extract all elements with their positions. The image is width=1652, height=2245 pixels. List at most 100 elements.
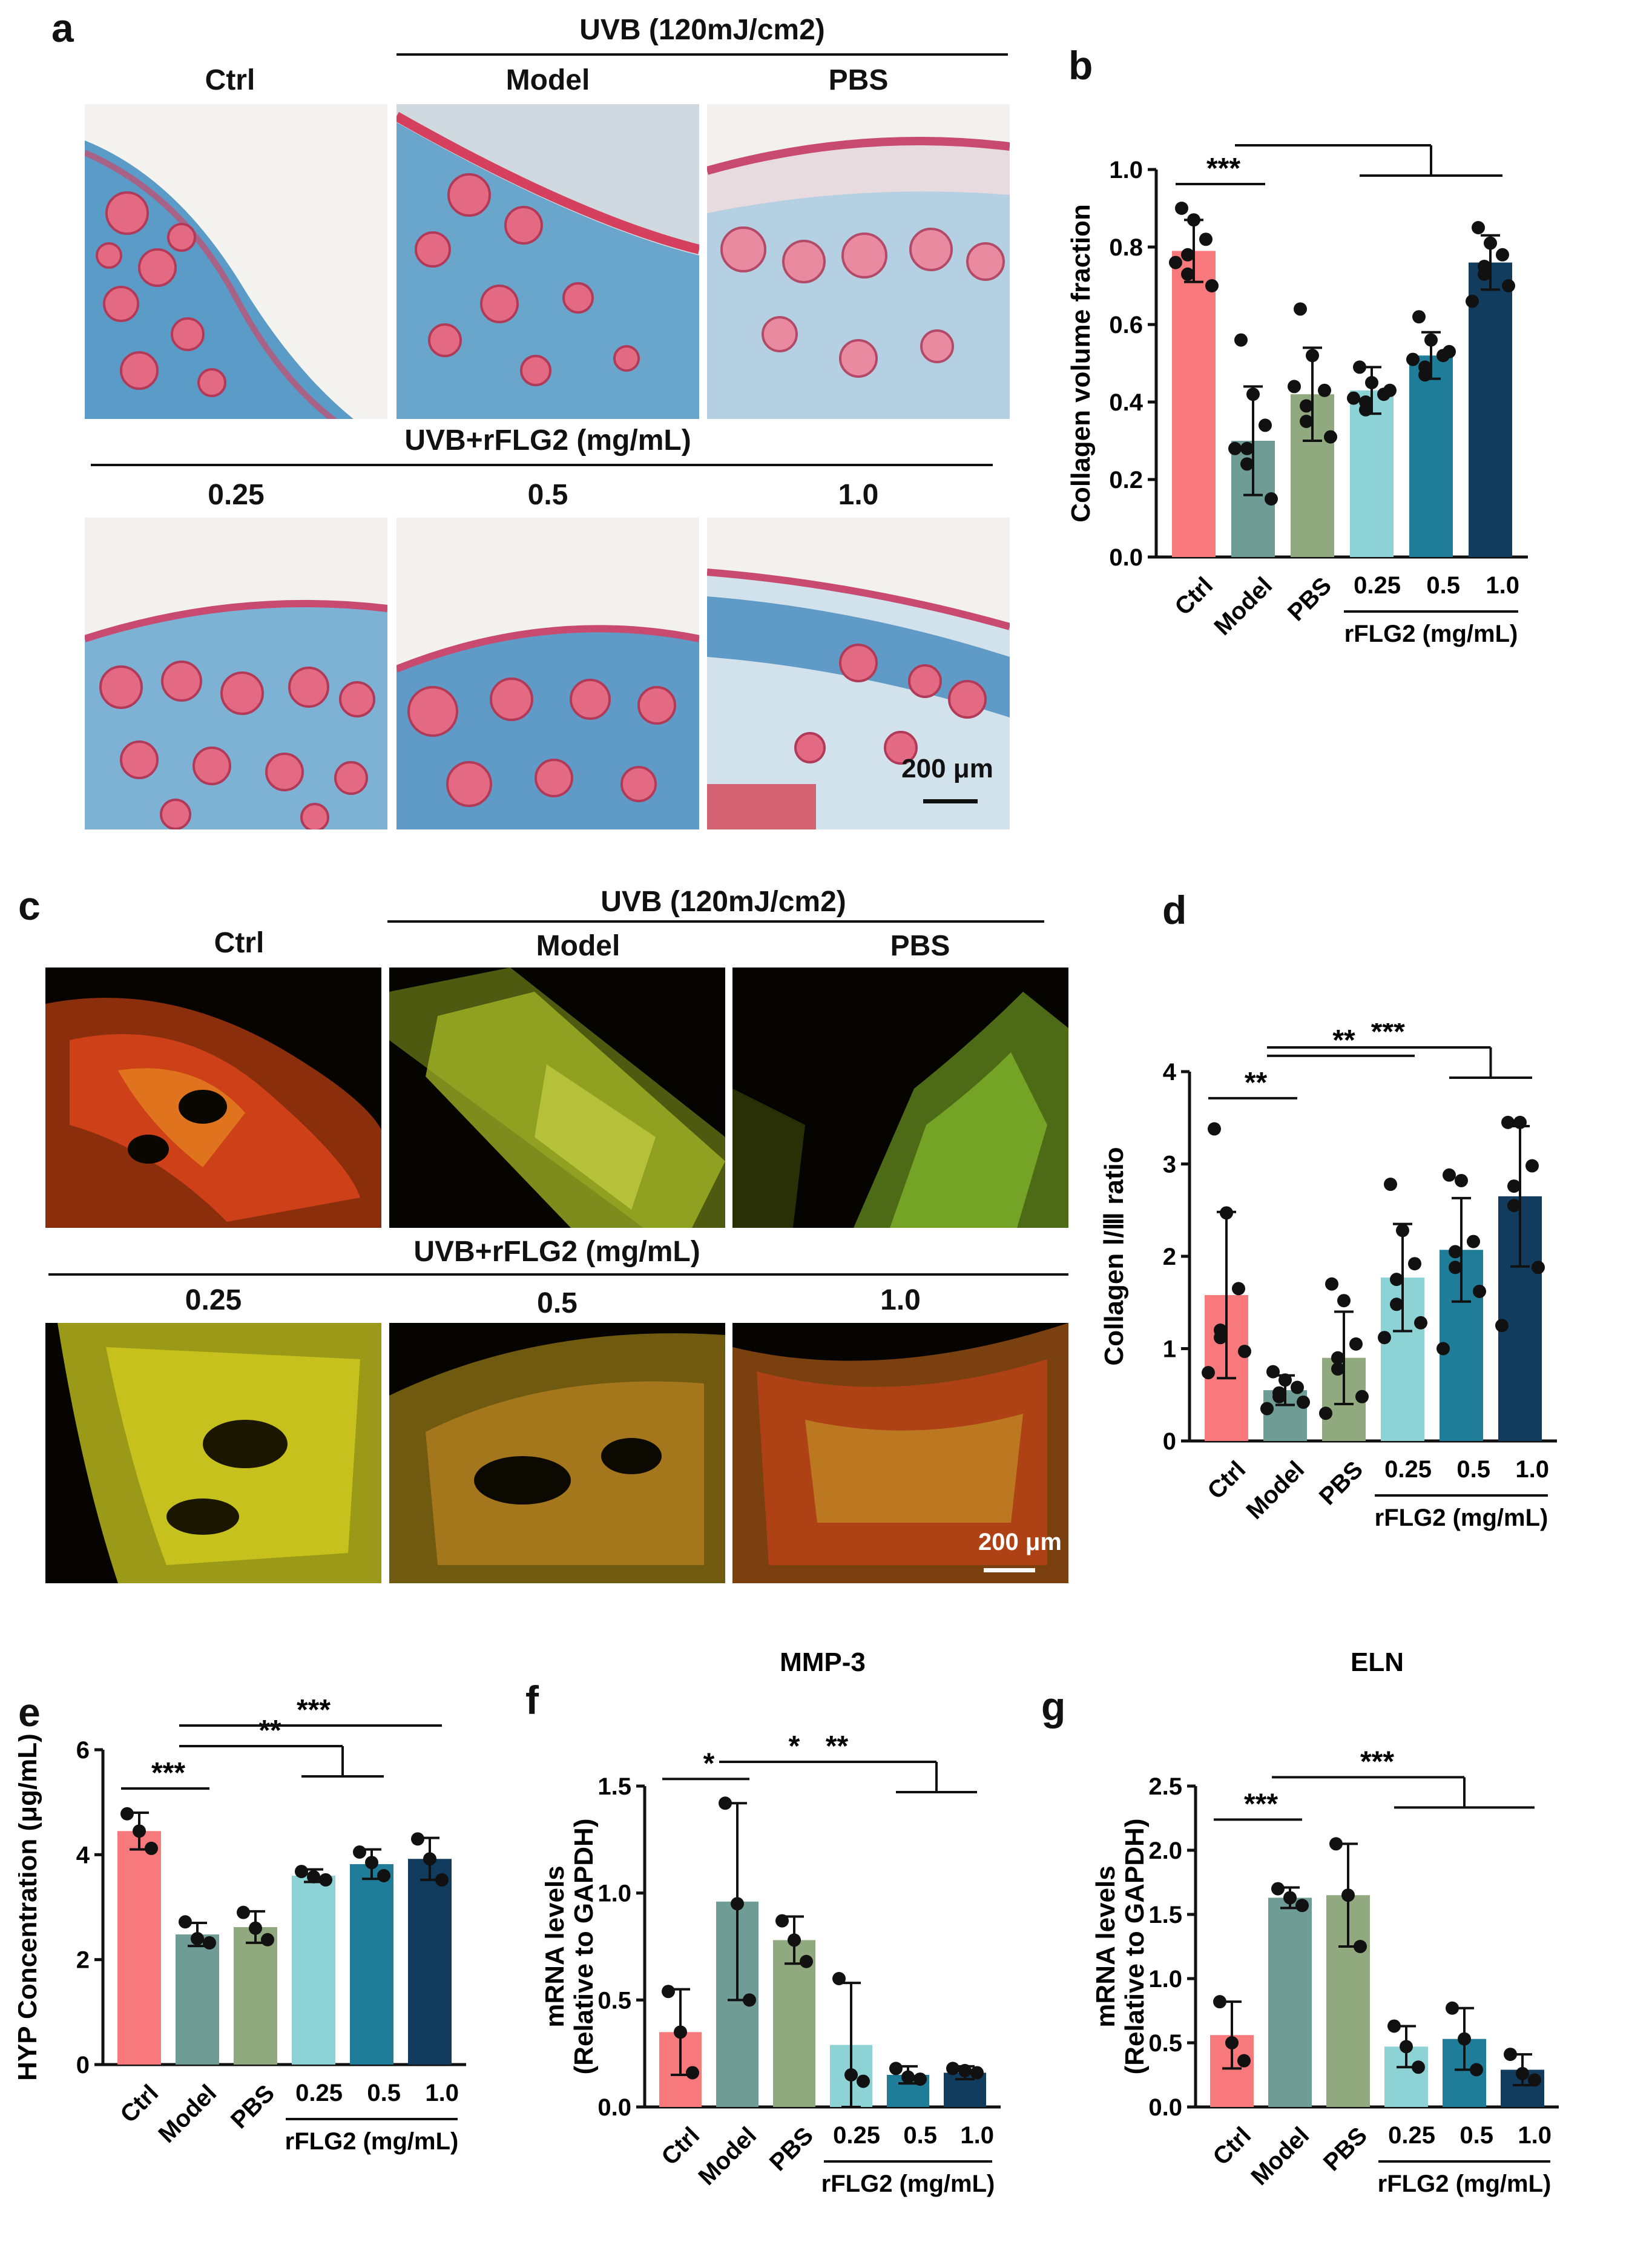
bar-Model [1268,1897,1312,2107]
data-point [1300,415,1313,428]
data-point [686,2066,699,2080]
x-tick-label-0.25: 0.25 [1384,1456,1432,1483]
data-point [1208,1122,1221,1136]
x-tick-label-Model: Model [693,2122,762,2191]
y-tick-label: 0.0 [1109,544,1143,571]
bar-PBS [234,1927,277,2065]
bar-1.0 [408,1859,452,2065]
data-point [731,1897,744,1911]
data-point [743,1993,756,2007]
x-tick-label-1.0: 1.0 [1515,1456,1549,1483]
data-point [1181,248,1194,262]
data-point [1272,1390,1286,1403]
x-tick-label-0.25: 0.25 [833,2122,880,2149]
data-point [1455,1173,1468,1187]
data-point [1234,333,1248,347]
data-point [145,1841,158,1855]
panel-a-rflg2-header: UVB+rFLG2 (mg/mL) [404,424,691,457]
data-point [662,1985,675,1999]
data-point [1443,344,1456,358]
data-point [1271,1882,1285,1896]
group-label: rFLG2 (mg/mL) [821,2171,995,2197]
data-point [295,1865,308,1879]
data-point [1400,2040,1413,2054]
data-point [1406,352,1420,366]
data-point [1175,202,1188,215]
bar-0.25 [292,1876,335,2065]
data-point [1449,1261,1462,1274]
data-point [353,1845,366,1859]
panel-c-label-pbs: PBS [890,930,950,962]
chart-title: MMP-3 [780,1647,866,1677]
data-point [179,1915,192,1929]
data-point [1383,383,1397,397]
x-tick-label-0.5: 0.5 [1456,1456,1490,1483]
y-tick-label: 1.0 [597,1881,631,1907]
sig-label: * [703,1747,715,1779]
bar-0.5 [1409,355,1453,557]
data-point [1354,1940,1367,1953]
bar-Model [176,1934,219,2065]
y-tick-label: 3 [1163,1152,1176,1178]
sig-label: *** [1244,1788,1278,1820]
data-point [261,1933,274,1947]
psr-image-model [389,968,725,1228]
x-tick-label-PBS: PBS [1283,572,1337,626]
data-point [1502,279,1515,292]
y-tick-label: 0.0 [1148,2094,1182,2121]
panel-a-rflg2-rule [91,464,993,466]
psr-image-pbs [732,968,1068,1228]
y-axis-label: (Relative to GAPDH) [569,1819,599,2075]
panel-c-label-model: Model [536,930,620,962]
data-point [1387,2019,1401,2033]
data-point [1424,333,1438,347]
data-point [1214,1331,1227,1345]
data-point [319,1873,332,1887]
psr-image-ctrl [45,968,381,1228]
sig-label: *** [1325,133,1359,146]
bar-1.0 [1469,262,1512,557]
data-point [1501,1115,1515,1129]
y-axis-label: (Relative to GAPDH) [1120,1819,1150,2075]
data-point [1365,376,1378,389]
sig-label: ** [258,1715,281,1747]
data-point [1331,1362,1344,1376]
panel-a-uvb-rule [397,53,1008,56]
data-point [1412,2060,1425,2074]
x-tick-label-PBS: PBS [765,2122,818,2176]
data-point [958,2063,972,2077]
data-point [1412,310,1426,324]
data-point [1225,2036,1239,2049]
y-axis-label: Collagen Ⅰ/Ⅲ ratio [1099,1147,1129,1365]
y-tick-label: 1.5 [597,1773,631,1800]
x-tick-label-1.0: 1.0 [1518,2122,1552,2149]
panel-a-label-05: 0.5 [527,479,568,511]
panel-c-label-025: 0.25 [185,1284,242,1316]
panel-label-b: b [1068,43,1093,88]
psr-image-10 [732,1323,1068,1583]
panel-label-a: a [51,5,74,50]
panel-a-label-10: 1.0 [838,479,879,511]
data-point [913,2072,927,2086]
y-tick-label: 0.8 [1109,234,1143,261]
data-point [1246,387,1260,401]
sig-label: ** [1245,1067,1268,1099]
data-point [1288,380,1301,394]
y-tick-label: 1.5 [1148,1902,1182,1928]
x-tick-label-1.0: 1.0 [425,2080,459,2106]
data-point [1378,1331,1391,1345]
data-point [1528,2073,1541,2087]
panel-c-scale-bar-label: 200 μm [978,1529,1062,1555]
data-point [1294,302,1307,316]
panel-c-scale-bar [984,1568,1035,1572]
data-point [832,1972,846,1985]
x-tick-label-0.25: 0.25 [295,2080,343,2106]
psr-image-05 [389,1323,725,1583]
bar-Ctrl [1172,251,1216,557]
x-tick-label-Model: Model [1241,1456,1309,1525]
bar-0.5 [350,1864,393,2065]
data-point [1259,418,1272,432]
data-point [1297,1395,1310,1409]
psr-image-025 [45,1323,381,1583]
